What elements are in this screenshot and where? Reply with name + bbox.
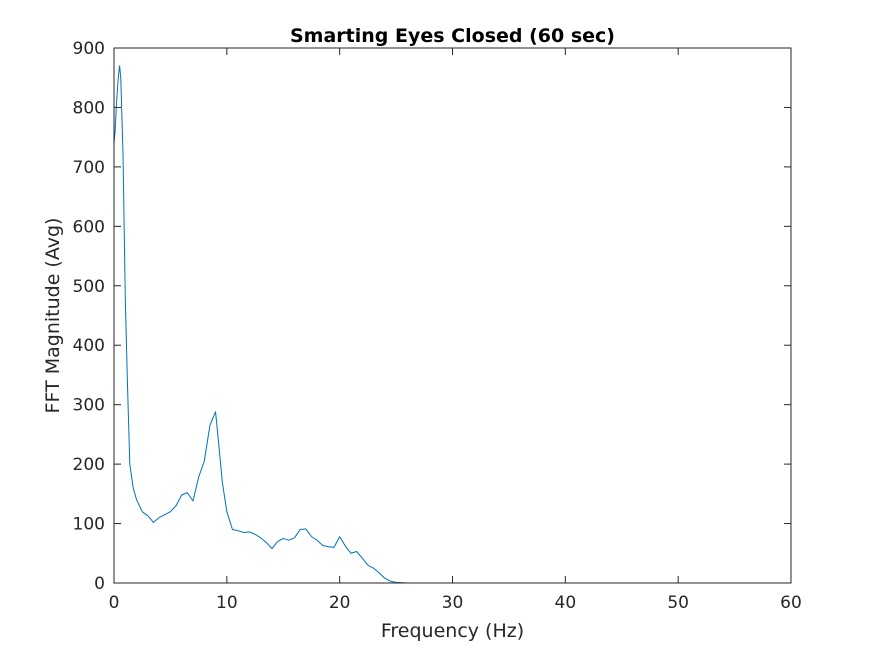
series-line-0 [113, 65, 791, 584]
y-tick-label: 100 [73, 515, 105, 535]
x-tick-label: 30 [442, 593, 464, 613]
y-tick-label: 700 [73, 158, 105, 178]
y-axis-label: FFT Magnitude (Avg) [42, 218, 64, 414]
y-tick-label: 600 [73, 217, 105, 237]
axes-box [113, 47, 792, 584]
x-tick-label: 10 [216, 593, 238, 613]
x-tick-label: 20 [329, 593, 351, 613]
series-layer [113, 65, 791, 584]
y-tick-label: 200 [73, 455, 105, 475]
x-tick-label: 50 [667, 593, 689, 613]
plot-area [114, 48, 791, 583]
y-tick-label: 900 [73, 39, 105, 59]
y-tick-label: 500 [73, 277, 105, 297]
y-tick-label: 800 [73, 98, 105, 118]
tick-label-layer: 0 10 20 30 40 50 60010020030040050060070080090… [73, 39, 802, 613]
y-tick-label: 300 [73, 396, 105, 416]
y-tick-label: 400 [73, 336, 105, 356]
x-tick-label: 0 [109, 593, 120, 613]
x-tick-label: 60 [780, 593, 802, 613]
y-tick-label: 0 [94, 574, 105, 594]
chart-title: Smarting Eyes Closed (60 sec) [290, 25, 615, 47]
x-tick-label: 40 [555, 593, 577, 613]
x-axis-label: Frequency (Hz) [381, 620, 524, 642]
